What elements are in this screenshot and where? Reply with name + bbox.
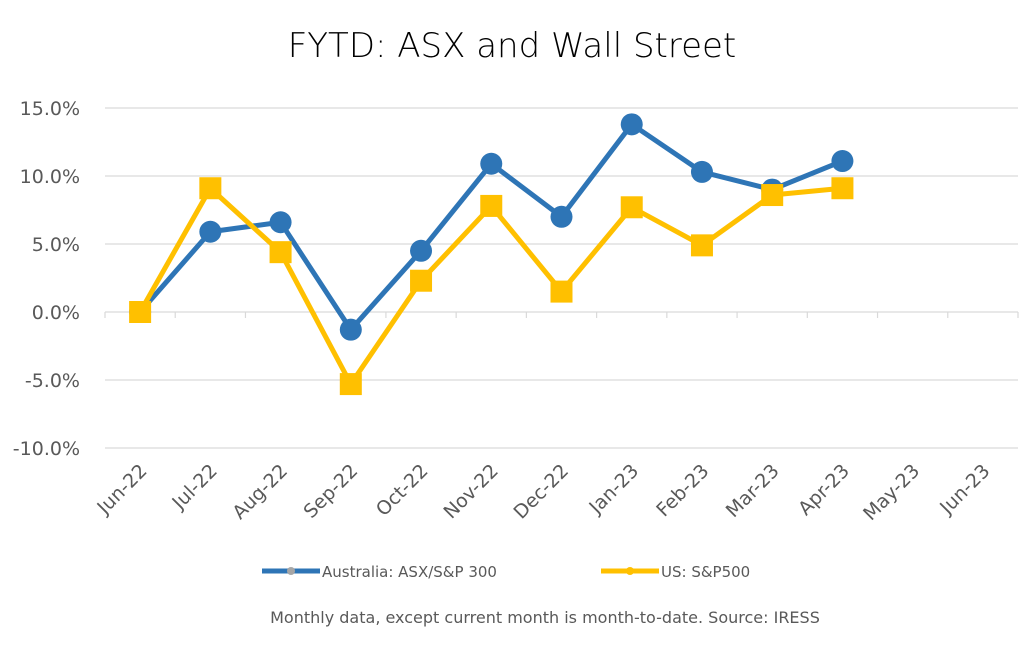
data-point [620,113,643,136]
data-point [199,220,222,243]
series-line [137,185,843,387]
series-0 [129,113,854,341]
chart-title: FYTD: ASX and Wall Street [288,26,737,66]
data-point [269,241,292,264]
x-tick-label: Oct-22 [372,460,433,521]
x-tick-label: Jul-22 [167,460,221,514]
x-tick-label: Feb-23 [652,460,713,521]
legend-label: Australia: ASX/S&P 300 [322,563,497,581]
y-tick-label: -10.0% [13,438,80,460]
data-point [550,280,573,303]
data-point [199,177,222,200]
legend-marker [626,567,634,575]
data-point [761,184,784,207]
gridlines [105,107,1018,449]
series-group [129,113,854,396]
data-point [620,196,643,219]
data-point [690,234,713,257]
legend: Australia: ASX/S&P 300 US: S&P500 [262,563,750,581]
data-point [129,301,152,323]
x-axis [104,311,1019,318]
data-point [831,177,854,200]
data-point [339,373,362,396]
x-tick-label: Apr-23 [794,460,854,520]
y-tick-label: 5.0% [32,234,80,256]
x-tick-label: Sep-22 [300,460,363,523]
data-point [550,205,573,228]
x-tick-label: Jun-22 [92,460,151,519]
x-tick-label: Jun-23 [935,460,994,519]
data-point [480,152,503,175]
x-tick-label: Jan-23 [584,460,643,519]
data-point [480,194,503,217]
data-point [339,318,362,341]
chart-footnote: Monthly data, except current month is mo… [270,608,820,627]
y-tick-label: 10.0% [20,166,80,188]
y-tick-label: 15.0% [20,98,80,120]
data-point [410,269,433,292]
legend-label: US: S&P500 [661,563,750,581]
x-tick-label: Aug-22 [228,460,292,524]
x-axis-ticks: Jun-22 Jul-22 Aug-22 Sep-22 Oct-22 Nov-22 Dec-… [92,460,994,525]
y-axis-ticks: 15.0% 10.0% 5.0% 0.0% -5.0% -10.0% [13,98,80,460]
data-point [410,239,433,262]
data-point [831,150,854,173]
legend-marker [287,567,295,575]
x-tick-label: Dec-22 [510,460,574,524]
data-point [690,160,713,183]
x-tick-label: Mar-23 [722,460,784,522]
x-tick-label: Nov-22 [439,460,502,523]
y-tick-label: -5.0% [25,370,80,392]
series-1 [129,177,854,396]
y-tick-label: 0.0% [32,302,80,324]
data-point [269,211,292,234]
x-tick-label: May-23 [859,460,924,525]
